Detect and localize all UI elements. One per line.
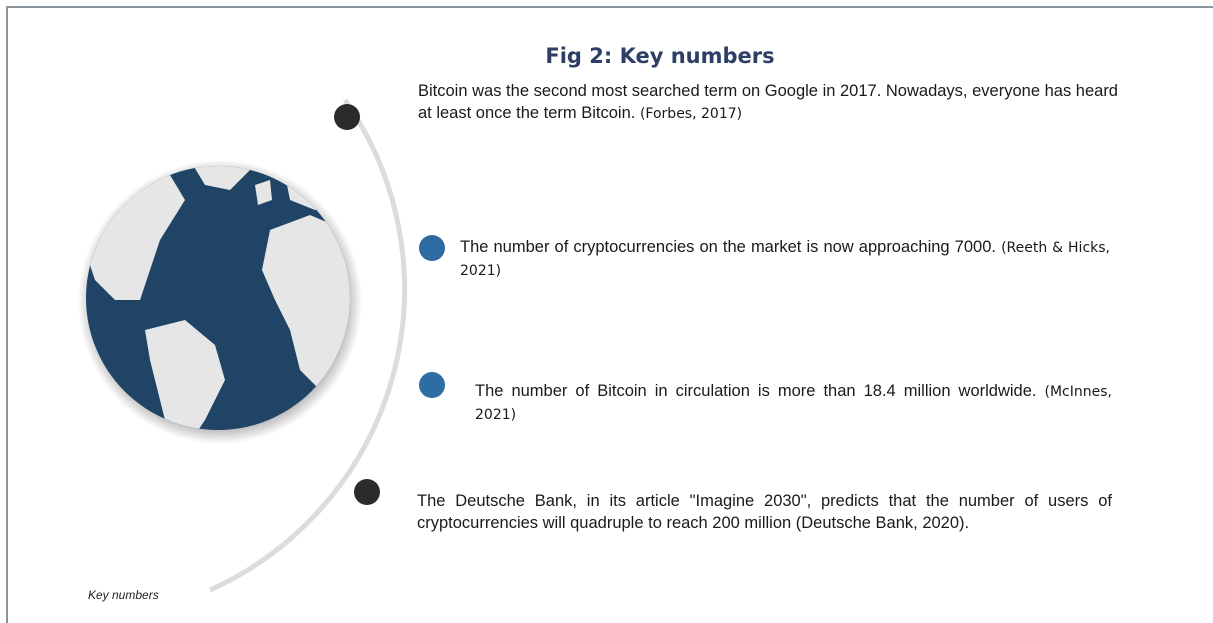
bullet-dot <box>334 104 360 130</box>
item-citation: (Reeth & Hicks, 2021) <box>460 240 1110 279</box>
caption: Key numbers <box>88 588 159 602</box>
frame <box>6 6 1213 623</box>
item-text: Bitcoin was the second most searched ter… <box>418 82 1118 122</box>
item-citation: (McInnes, 2021) <box>475 384 1112 423</box>
key-number-item: The Deutsche Bank, in its article "Imagi… <box>417 490 1112 534</box>
key-number-item: The number of cryptocurrencies on the ma… <box>460 236 1110 282</box>
bullet-dot <box>419 372 445 398</box>
item-text: The number of Bitcoin in circulation is … <box>475 382 1037 400</box>
arc <box>208 98 407 593</box>
item-citation: (Forbes, 2017) <box>639 106 743 122</box>
title: Fig 2: Key numbers <box>545 44 775 68</box>
key-number-item: The number of Bitcoin in circulation is … <box>475 380 1112 426</box>
key-number-item: Bitcoin was the second most searched ter… <box>418 80 1118 125</box>
bullet-dot <box>354 479 380 505</box>
item-text: The number of cryptocurrencies on the ma… <box>460 238 996 256</box>
bullet-dot <box>419 235 445 261</box>
item-text: The Deutsche Bank, in its article "Imagi… <box>417 492 1112 532</box>
